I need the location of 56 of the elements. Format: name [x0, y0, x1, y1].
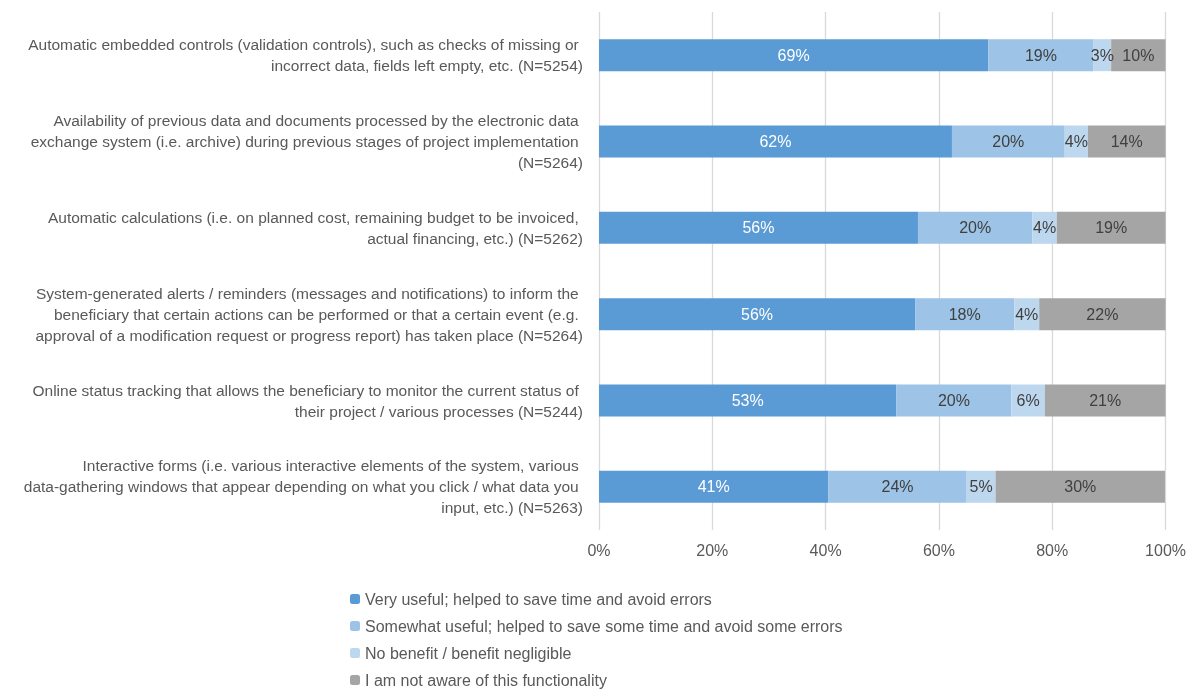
bar	[599, 384, 897, 417]
bar	[995, 470, 1165, 503]
x-tick-label: 0%	[587, 541, 611, 559]
data-label: 19%	[1024, 46, 1057, 64]
data-label: 20%	[959, 219, 992, 237]
bar	[828, 470, 967, 503]
data-label: 21%	[1089, 392, 1122, 409]
bar	[599, 211, 918, 244]
data-label: 14%	[1110, 133, 1143, 150]
legend-label: I am not aware of this functionality	[365, 671, 607, 689]
bar	[1044, 384, 1166, 417]
bar	[599, 125, 952, 158]
bar	[1039, 298, 1166, 331]
data-label: 4%	[1064, 133, 1088, 150]
data-label: 53%	[731, 392, 764, 409]
data-label: 30%	[1064, 478, 1097, 496]
bar	[599, 470, 829, 503]
y-tick-label: Interactive forms (i.e. various interactive elements of the system, various data-gathering windows that appear depending on what you click / what data you input, etc.) (N=5263)	[23, 457, 583, 517]
y-tick-label: Online status tracking that allows the beneficiary to monitor the current status of their project / various processes (N=5244)	[32, 381, 583, 420]
data-label: 56%	[741, 305, 774, 323]
legend-label: Very useful; helped to save time and avoid errors	[365, 590, 712, 608]
x-tick-label: 60%	[922, 541, 955, 559]
data-label: 4%	[1033, 219, 1057, 237]
bar	[599, 298, 916, 331]
legend-label: Somewhat useful; helped to save some time and avoid some errors	[365, 617, 843, 635]
bar	[896, 384, 1012, 417]
data-label: 19%	[1095, 219, 1128, 237]
data-label: 24%	[881, 478, 914, 496]
y-tick-label: Automatic calculations (i.e. on planned cost, remaining budget to be invoiced, actual financing, etc.) (N=5262)	[47, 208, 583, 247]
x-tick-label: 20%	[696, 541, 729, 559]
data-label: 41%	[697, 478, 730, 496]
data-label: 5%	[969, 478, 993, 496]
x-tick-label: 40%	[809, 541, 842, 559]
data-label: 22%	[1086, 305, 1119, 323]
bar	[599, 39, 989, 72]
data-label: 3%	[1090, 46, 1114, 64]
y-tick-label: System-generated alerts / reminders (messages and notifications) to inform the beneficiary that certain actions can be performed or that a certain event (e.g. approval of a modification request or progress report) has taken place (N=5264)	[35, 284, 583, 344]
bar	[1087, 125, 1166, 158]
data-label: 69%	[777, 46, 810, 64]
bar	[951, 125, 1065, 158]
x-tick-label: 80%	[1036, 541, 1069, 559]
y-tick-label: Automatic embedded controls (validation controls), such as checks of missing or incorrect data, fields left empty, etc. (N=5254)	[28, 36, 583, 75]
data-label: 20%	[992, 133, 1025, 150]
data-label: 4%	[1015, 305, 1039, 323]
data-label: 6%	[1016, 392, 1040, 409]
bar	[915, 298, 1015, 331]
data-label: 62%	[759, 133, 792, 150]
bar	[1056, 211, 1166, 244]
data-label: 18%	[948, 305, 981, 323]
y-tick-label: Availability of previous data and documents processed by the electronic data exchange system (i.e. archive) during previous stages of project implementation (N=5264)	[30, 112, 583, 171]
data-label: 56%	[742, 219, 775, 237]
data-label: 20%	[937, 392, 970, 409]
data-label: 10%	[1122, 46, 1155, 64]
x-tick-label: 100%	[1145, 541, 1186, 559]
legend-label: No benefit / benefit negligible	[365, 644, 572, 662]
bar	[917, 211, 1033, 244]
